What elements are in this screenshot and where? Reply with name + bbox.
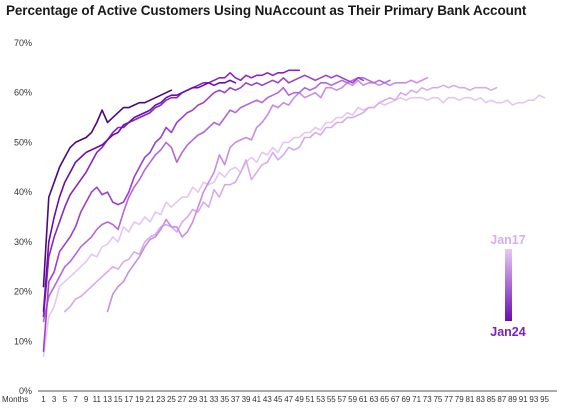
- x-axis: 1 3 5 7 9 11 13 15 17 19 21 23 25 27 29 31 33 35 37 39 41 43 4…: [41, 395, 549, 404]
- y-tick-label: 50%: [14, 137, 32, 147]
- y-tick-label: 40%: [14, 187, 32, 197]
- x-tick-label: 47: [284, 395, 293, 404]
- y-tick-label: 30%: [14, 237, 32, 247]
- x-tick-label: 9: [84, 395, 89, 404]
- x-tick-label: 19: [135, 395, 144, 404]
- y-tick-label: 20%: [14, 287, 32, 297]
- series-line: [42, 94, 546, 358]
- y-tick-label: 0%: [19, 386, 32, 396]
- series-line: [64, 84, 498, 313]
- x-tick-label: 67: [391, 395, 400, 404]
- x-tick-label: 31: [199, 395, 208, 404]
- legend-label-jan17: Jan17: [490, 233, 525, 247]
- x-tick-label: 87: [497, 395, 506, 404]
- x-tick-label: 35: [220, 395, 229, 404]
- x-tick-label: 45: [274, 395, 283, 404]
- x-tick-label: 33: [210, 395, 219, 404]
- x-tick-label: 81: [465, 395, 474, 404]
- x-axis-label: Months: [2, 395, 28, 404]
- y-tick-label: 10%: [14, 336, 32, 346]
- y-tick-label: 70%: [14, 38, 32, 48]
- x-tick-label: 49: [295, 395, 304, 404]
- x-tick-label: 77: [444, 395, 453, 404]
- x-tick-label: 51: [306, 395, 315, 404]
- x-tick-label: 29: [188, 395, 197, 404]
- x-tick-label: 17: [124, 395, 133, 404]
- x-tick-label: 85: [487, 395, 496, 404]
- x-tick-label: 55: [327, 395, 336, 404]
- x-tick-label: 69: [401, 395, 410, 404]
- x-tick-label: 83: [476, 395, 485, 404]
- x-tick-label: 1: [41, 395, 46, 404]
- x-tick-label: 37: [231, 395, 240, 404]
- x-tick-label: 11: [93, 395, 102, 404]
- x-tick-label: 23: [156, 395, 165, 404]
- x-tick-label: 71: [412, 395, 421, 404]
- x-tick-label: 5: [63, 395, 68, 404]
- x-tick-label: 25: [167, 395, 176, 404]
- x-tick-label: 65: [380, 395, 389, 404]
- x-tick-label: 57: [338, 395, 347, 404]
- y-axis: 0% 10% 20% 30% 40% 50% 60% 70%: [14, 38, 32, 396]
- x-tick-label: 15: [114, 395, 123, 404]
- series-line: [42, 79, 237, 313]
- x-tick-label: 7: [73, 395, 78, 404]
- x-tick-label: 39: [242, 395, 251, 404]
- gradient-legend: Jan17 Jan24: [490, 233, 525, 339]
- y-tick-label: 60%: [14, 88, 32, 98]
- x-tick-label: 21: [146, 395, 155, 404]
- series-lines: [42, 69, 546, 358]
- series-line: [42, 74, 365, 353]
- x-tick-label: 59: [348, 395, 357, 404]
- legend-gradient-bar: [505, 249, 512, 321]
- x-tick-label: 41: [252, 395, 261, 404]
- x-tick-label: 93: [529, 395, 538, 404]
- x-tick-label: 53: [316, 395, 325, 404]
- legend-label-jan24: Jan24: [490, 325, 525, 339]
- series-line: [42, 89, 173, 288]
- chart-title: Percentage of Active Customers Using NuA…: [6, 3, 527, 18]
- series-line: [106, 77, 429, 313]
- x-tick-label: 63: [370, 395, 379, 404]
- x-tick-label: 3: [52, 395, 57, 404]
- x-tick-label: 27: [178, 395, 187, 404]
- series-line: [42, 77, 391, 323]
- x-tick-label: 75: [433, 395, 442, 404]
- x-tick-label: 73: [423, 395, 432, 404]
- x-tick-label: 91: [519, 395, 528, 404]
- x-tick-label: 13: [103, 395, 112, 404]
- x-tick-label: 95: [540, 395, 549, 404]
- series-line: [42, 69, 301, 318]
- x-tick-label: 79: [455, 395, 464, 404]
- x-tick-label: 61: [359, 395, 368, 404]
- x-tick-label: 43: [263, 395, 272, 404]
- x-tick-label: 89: [508, 395, 517, 404]
